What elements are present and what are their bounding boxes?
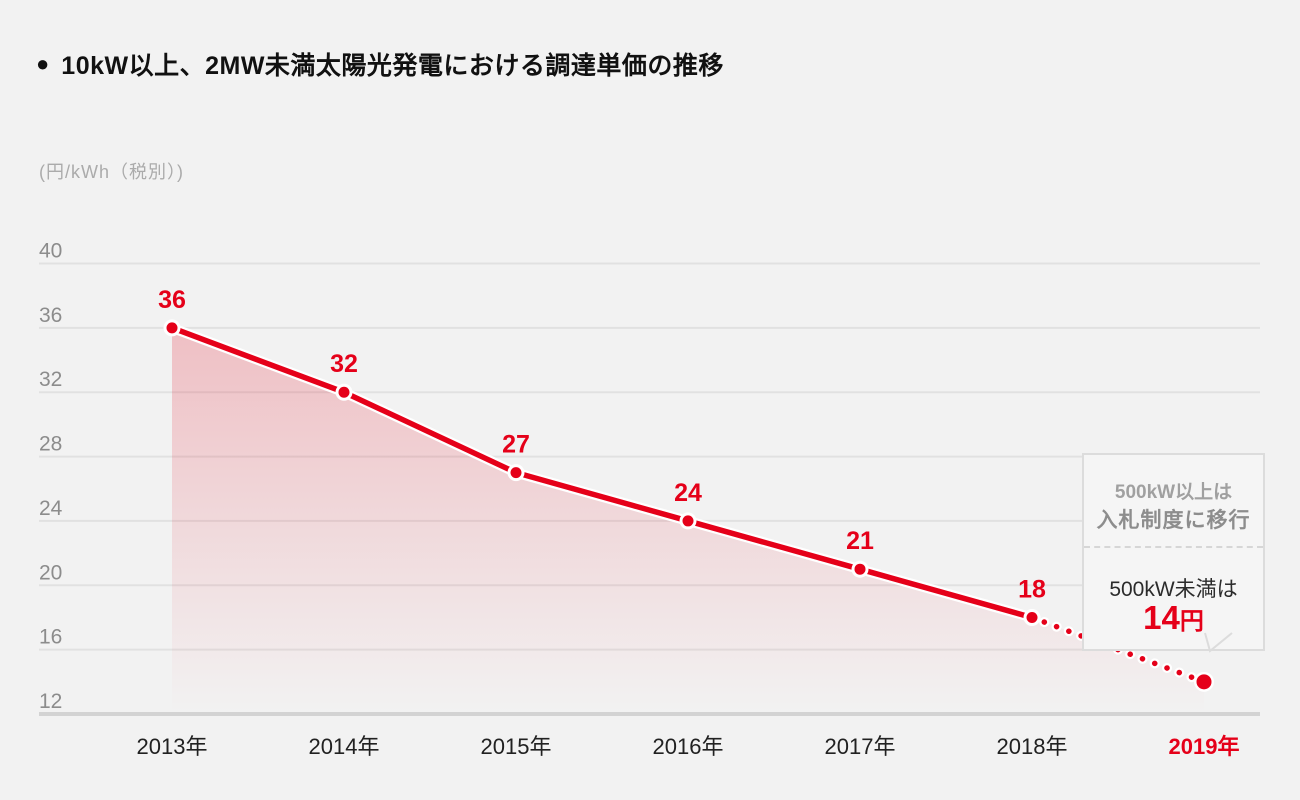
y-tick-label: 24 [39, 497, 63, 520]
page-header: ● 10kW以上、2MW未満太陽光発電における調達単価の推移 [36, 46, 724, 82]
data-point [166, 322, 178, 334]
data-point [854, 563, 866, 575]
title-bullet-icon: ● [36, 51, 50, 76]
callout-price: 14円 [1084, 599, 1263, 637]
callout-divider [1084, 546, 1263, 548]
y-tick-label: 28 [39, 433, 62, 456]
callout-upper-line1: 500kW以上は [1114, 482, 1233, 503]
x-axis-label: 2017年 [825, 734, 896, 759]
x-axis-label: 2015年 [481, 734, 552, 759]
point-value-label: 21 [846, 527, 874, 555]
page-title: 10kW以上、2MW未満太陽光発電における調達単価の推移 [61, 52, 724, 80]
point-value-label: 32 [330, 350, 358, 378]
x-axis-label-highlighted: 2019年 [1169, 734, 1240, 759]
callout-lower-label: 500kW未満は [1109, 578, 1238, 601]
x-axis-label: 2018年 [997, 734, 1068, 759]
data-point [682, 515, 694, 527]
x-axis-label: 2014年 [309, 734, 380, 759]
y-tick-label: 20 [39, 561, 62, 584]
y-tick-label: 12 [39, 690, 62, 713]
callout-price-unit: 円 [1179, 608, 1204, 635]
point-value-label: 36 [158, 286, 186, 314]
callout-upper-line2: 入札制度に移行 [1096, 509, 1251, 532]
callout-bubble: 500kW以上は 入札制度に移行 500kW未満は 14円 [1082, 453, 1265, 653]
data-point [1026, 611, 1038, 623]
callout-tail [1204, 632, 1233, 653]
data-point [1196, 674, 1212, 690]
data-point [510, 467, 522, 479]
y-tick-label: 40 [39, 240, 62, 263]
point-value-label: 27 [502, 431, 530, 459]
y-tick-label: 36 [39, 304, 62, 327]
data-point [338, 386, 350, 398]
y-tick-label: 16 [39, 626, 62, 649]
callout-price-number: 14 [1143, 599, 1180, 636]
x-axis-label: 2016年 [653, 734, 724, 759]
point-value-label: 18 [1018, 575, 1046, 603]
y-tick-label: 32 [39, 368, 62, 391]
area-fill [172, 327, 1204, 712]
y-axis-unit-label: (円/kWh（税別）) [39, 162, 184, 182]
price-line [169, 325, 1035, 621]
x-axis-label: 2013年 [137, 734, 208, 759]
point-value-label: 24 [674, 479, 702, 507]
